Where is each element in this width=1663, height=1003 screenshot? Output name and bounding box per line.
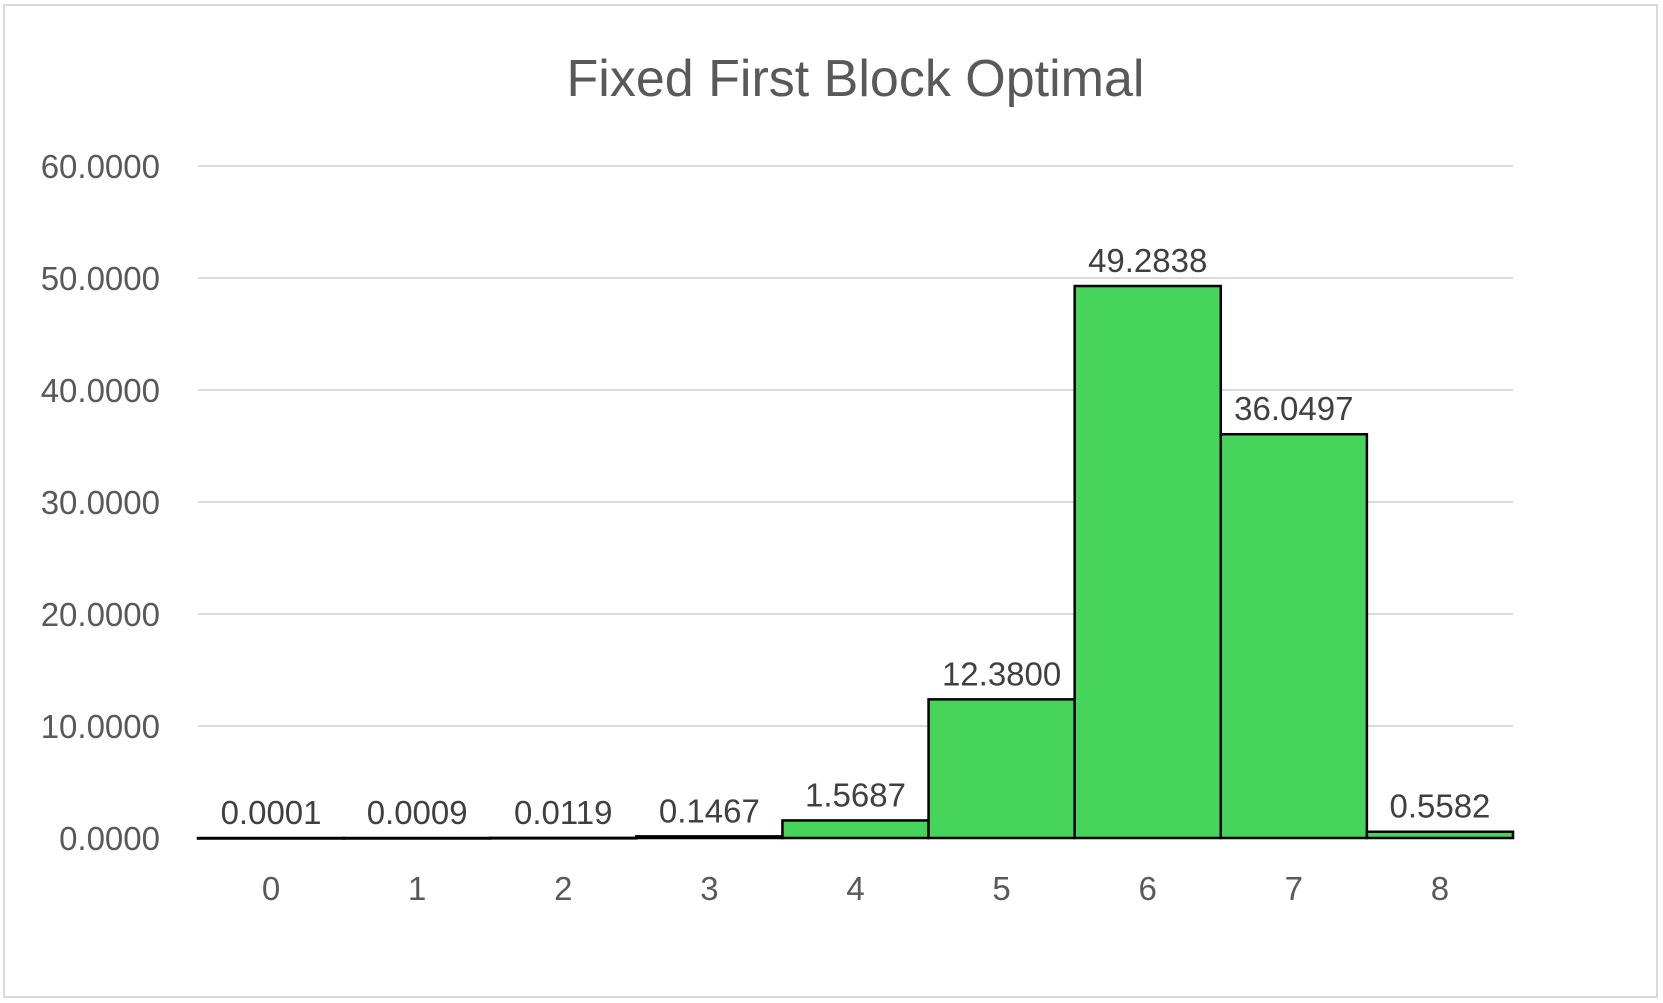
y-tick-label: 0.0000 [59,820,160,857]
data-label: 36.0497 [1234,390,1353,427]
x-tick-label: 6 [1139,870,1157,907]
x-tick-label: 8 [1431,870,1449,907]
data-label: 1.5687 [805,776,906,813]
x-tick-label: 4 [846,870,864,907]
data-label: 12.3800 [942,655,1061,692]
data-label: 0.5582 [1389,788,1490,825]
y-tick-label: 40.0000 [41,372,160,409]
bar [1073,284,1223,840]
y-tick-label: 30.0000 [41,484,160,521]
y-tick-label: 20.0000 [41,596,160,633]
y-axis-ticks: 0.0000 10.0000 20.0000 30.0000 40.0000 50.000… [41,148,160,857]
y-tick-label: 50.0000 [41,260,160,297]
chart-frame: Fixed First Block Optimal 0.0000 10.0000 2… [3,4,1658,998]
data-label: 0.0119 [514,794,612,831]
x-tick-label: 5 [992,870,1010,907]
data-label: 0.0001 [221,794,322,831]
data-label: 49.2838 [1088,242,1207,279]
y-tick-label: 60.0000 [41,148,160,185]
bar [927,698,1076,840]
data-labels: 0.0001 0.0009 0.0119 0.1467 1.5687 12.3800 49.… [221,242,1491,831]
x-tick-label: 2 [554,870,572,907]
bars [196,284,1515,840]
bar [781,819,930,840]
data-label: 0.1467 [659,792,760,829]
x-tick-label: 3 [700,870,718,907]
x-axis-ticks: 0 1 2 3 4 5 6 7 8 [262,870,1449,907]
data-label: 0.0009 [367,794,468,831]
x-tick-label: 7 [1285,870,1303,907]
chart-title: Fixed First Block Optimal [567,50,1145,108]
bar [1219,432,1369,840]
y-tick-label: 10.0000 [41,708,160,745]
bar-chart: Fixed First Block Optimal 0.0000 10.0000 2… [41,50,1515,907]
x-tick-label: 1 [408,870,426,907]
x-tick-label: 0 [262,870,280,907]
